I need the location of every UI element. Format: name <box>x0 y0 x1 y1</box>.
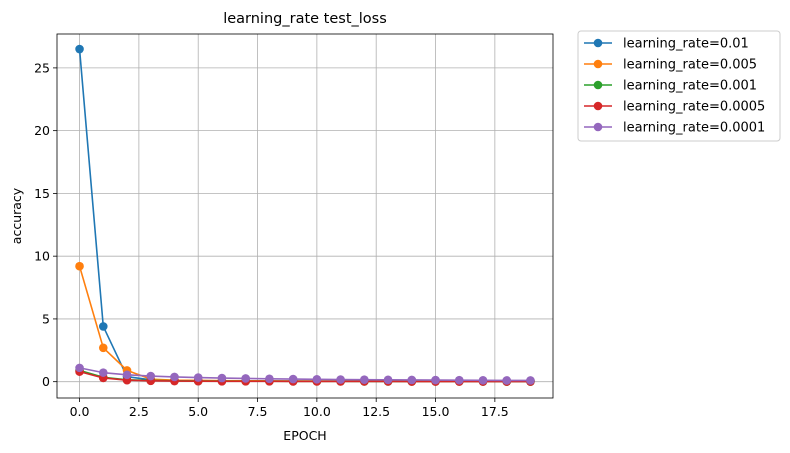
y-tick-label: 5 <box>42 311 50 326</box>
y-tick-label: 25 <box>34 60 50 75</box>
data-point <box>312 374 322 384</box>
legend-item: learning_rate=0.0005 <box>584 100 765 115</box>
legend-item: learning_rate=0.005 <box>584 58 757 73</box>
legend-frame <box>577 30 781 142</box>
series-layer <box>75 44 535 386</box>
data-point <box>526 376 535 385</box>
data-point <box>75 363 84 373</box>
x-tick-label: 10.0 <box>303 404 331 419</box>
x-tick-label: 15.0 <box>422 404 450 419</box>
legend-label: learning_rate=0.005 <box>623 58 757 73</box>
data-point <box>75 261 84 271</box>
data-point <box>502 376 512 385</box>
legend-marker <box>593 122 603 132</box>
data-point <box>265 374 274 384</box>
series-5 <box>75 363 535 385</box>
data-point <box>288 374 298 384</box>
x-tick-label: 12.5 <box>362 404 390 419</box>
y-tick-label: 10 <box>34 249 50 264</box>
y-tick-label: 0 <box>42 374 50 389</box>
x-axis-label: EPOCH <box>283 428 326 443</box>
data-point <box>407 375 417 385</box>
x-tick-label: 7.5 <box>248 404 268 419</box>
data-point <box>383 375 393 385</box>
y-axis: 0 5 10 15 20 25 <box>34 60 57 389</box>
data-point <box>98 368 108 377</box>
data-point <box>75 44 84 54</box>
legend-label: learning_rate=0.01 <box>623 37 749 52</box>
x-tick-label: 2.5 <box>129 404 149 419</box>
y-axis-label: accuracy <box>9 187 24 244</box>
data-point <box>336 375 345 384</box>
legend-label: learning_rate=0.0001 <box>623 121 765 136</box>
legend-item: learning_rate=0.01 <box>584 37 749 52</box>
data-point <box>478 376 488 385</box>
x-tick-label: 0.0 <box>70 404 90 419</box>
data-point <box>98 322 108 331</box>
legend-marker <box>593 59 603 69</box>
legend-marker <box>593 101 603 111</box>
data-point <box>122 370 132 380</box>
legend-marker <box>593 38 603 48</box>
data-point <box>360 375 369 384</box>
data-point <box>431 375 440 385</box>
legend: learning_rate=0.01 learning_rate=0.005lea… <box>577 30 781 142</box>
chart-title: learning_rate test_loss <box>223 11 387 27</box>
data-point <box>241 374 250 383</box>
x-tick-label: 5.0 <box>188 404 208 419</box>
data-point <box>146 371 156 381</box>
data-point <box>193 373 203 382</box>
data-point <box>217 373 227 383</box>
data-point <box>98 343 108 353</box>
data-point <box>170 372 179 382</box>
y-tick-label: 15 <box>34 186 50 201</box>
legend-marker <box>593 80 603 90</box>
plot-frame <box>56 33 554 399</box>
legend-item: learning_rate=0.0001 <box>584 121 765 136</box>
data-point <box>454 375 464 385</box>
y-tick-label: 20 <box>34 123 50 138</box>
legend-label: learning_rate=0.001 <box>623 79 757 94</box>
plot-background <box>57 34 553 398</box>
grid-lines <box>57 34 553 398</box>
legend-label: learning_rate=0.0005 <box>623 100 765 115</box>
legend-item: learning_rate=0.001 <box>584 79 757 94</box>
x-tick-label: 17.5 <box>481 404 509 419</box>
x-axis: 0.0 2.5 5.0 7.5 10.0 12.5 15.0 17.5 <box>70 398 509 419</box>
